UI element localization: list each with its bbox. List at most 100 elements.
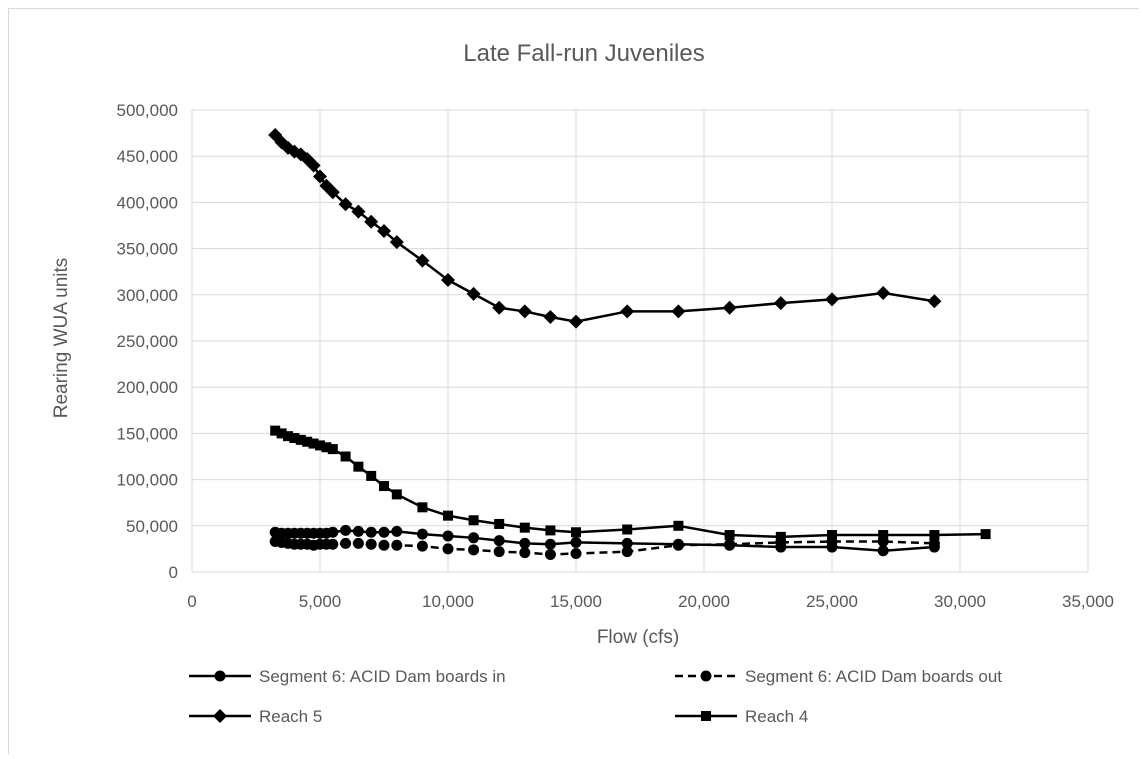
data-point <box>468 544 480 556</box>
data-point <box>442 530 454 542</box>
legend-marker <box>213 709 227 723</box>
data-point <box>672 539 684 551</box>
data-point <box>673 520 684 531</box>
y-tick-label: 50,000 <box>126 517 178 536</box>
data-point <box>519 537 531 549</box>
legend-label: Reach 4 <box>745 707 808 726</box>
data-point <box>544 538 556 550</box>
data-point <box>492 300 507 315</box>
data-point <box>878 530 889 541</box>
data-point <box>571 527 581 538</box>
y-tick-label: 450,000 <box>117 147 178 166</box>
data-point <box>517 304 532 319</box>
data-point <box>544 548 556 560</box>
data-point <box>416 540 428 552</box>
data-point <box>543 309 558 324</box>
legend-item: Segment 6: ACID Dam boards out <box>675 667 1002 686</box>
data-point <box>622 524 633 535</box>
data-point <box>494 518 505 529</box>
x-axis-label: Flow (cfs) <box>597 627 679 648</box>
data-point <box>441 273 455 288</box>
data-point <box>928 537 940 549</box>
data-point <box>378 539 390 551</box>
y-tick-label: 200,000 <box>117 378 178 397</box>
legend-item: Reach 4 <box>675 707 808 726</box>
y-tick-label: 500,000 <box>117 101 178 120</box>
data-point <box>493 546 505 558</box>
data-point <box>724 530 735 541</box>
y-tick-label: 0 <box>169 563 178 582</box>
data-point <box>364 214 379 229</box>
data-point <box>493 535 505 547</box>
data-point <box>283 431 293 442</box>
data-point <box>327 538 339 550</box>
series-group <box>268 127 991 560</box>
data-point <box>391 539 403 551</box>
data-point <box>443 510 453 521</box>
data-point <box>289 433 300 444</box>
x-tick-label: 10,000 <box>422 592 474 611</box>
series-line <box>274 134 935 323</box>
y-tick-label: 300,000 <box>117 286 178 305</box>
data-point <box>327 444 338 455</box>
legend-marker <box>701 711 711 721</box>
data-point <box>773 296 788 311</box>
data-point <box>340 451 351 462</box>
y-axis-label: Rearing WUA units <box>51 258 72 419</box>
data-point <box>313 169 327 184</box>
legend-label: Segment 6: ACID Dam boards in <box>259 667 506 686</box>
data-point <box>620 304 635 319</box>
legend: Segment 6: ACID Dam boards in Segment 6: … <box>189 667 1002 726</box>
data-point <box>415 253 430 268</box>
x-tick-label: 30,000 <box>934 592 986 611</box>
x-tick-label: 5,000 <box>299 592 342 611</box>
data-point <box>980 529 991 540</box>
legend-marker <box>700 670 712 682</box>
data-point <box>377 224 391 239</box>
data-point <box>876 285 891 300</box>
data-point <box>389 235 404 250</box>
data-point <box>352 525 364 537</box>
x-tick-label: 25,000 <box>806 592 858 611</box>
data-point <box>365 538 377 550</box>
data-point <box>417 502 428 513</box>
data-point <box>621 537 633 549</box>
data-point <box>416 528 428 540</box>
legend-label: Reach 5 <box>259 707 322 726</box>
data-point <box>775 531 786 542</box>
legend-label: Segment 6: ACID Dam boards out <box>745 667 1002 686</box>
series-3 <box>270 425 991 542</box>
data-point <box>340 537 352 549</box>
data-point <box>569 314 583 329</box>
data-point <box>468 515 479 526</box>
data-point <box>276 428 287 439</box>
gridlines <box>191 109 1089 573</box>
y-tick-label: 250,000 <box>117 332 178 351</box>
data-point <box>378 526 390 538</box>
data-point <box>466 286 481 301</box>
data-point <box>621 546 633 558</box>
chart-frame: 0 5,000 10,000 15,000 20,000 25,000 30,000 35,0… <box>8 8 1139 754</box>
data-point <box>351 204 366 219</box>
data-point <box>877 545 889 557</box>
data-point <box>671 304 686 319</box>
legend-item: Segment 6: ACID Dam boards in <box>189 667 506 686</box>
data-point <box>327 526 339 538</box>
data-point <box>519 522 530 533</box>
series-2 <box>268 127 942 329</box>
data-point <box>325 185 340 200</box>
data-point <box>391 525 403 537</box>
x-tick-label: 35,000 <box>1062 592 1114 611</box>
data-point <box>468 532 480 544</box>
chart-title: Late Fall-run Juveniles <box>463 40 704 67</box>
data-point <box>352 537 364 549</box>
data-point <box>929 530 940 541</box>
y-tick-label: 100,000 <box>117 471 178 490</box>
legend-item: Reach 5 <box>189 707 322 726</box>
data-point <box>302 436 313 447</box>
line-chart: 0 5,000 10,000 15,000 20,000 25,000 30,000 35,0… <box>51 40 1114 726</box>
y-tick-label: 350,000 <box>117 240 178 259</box>
data-point <box>825 292 839 307</box>
data-point <box>391 489 402 500</box>
data-point <box>379 481 389 492</box>
